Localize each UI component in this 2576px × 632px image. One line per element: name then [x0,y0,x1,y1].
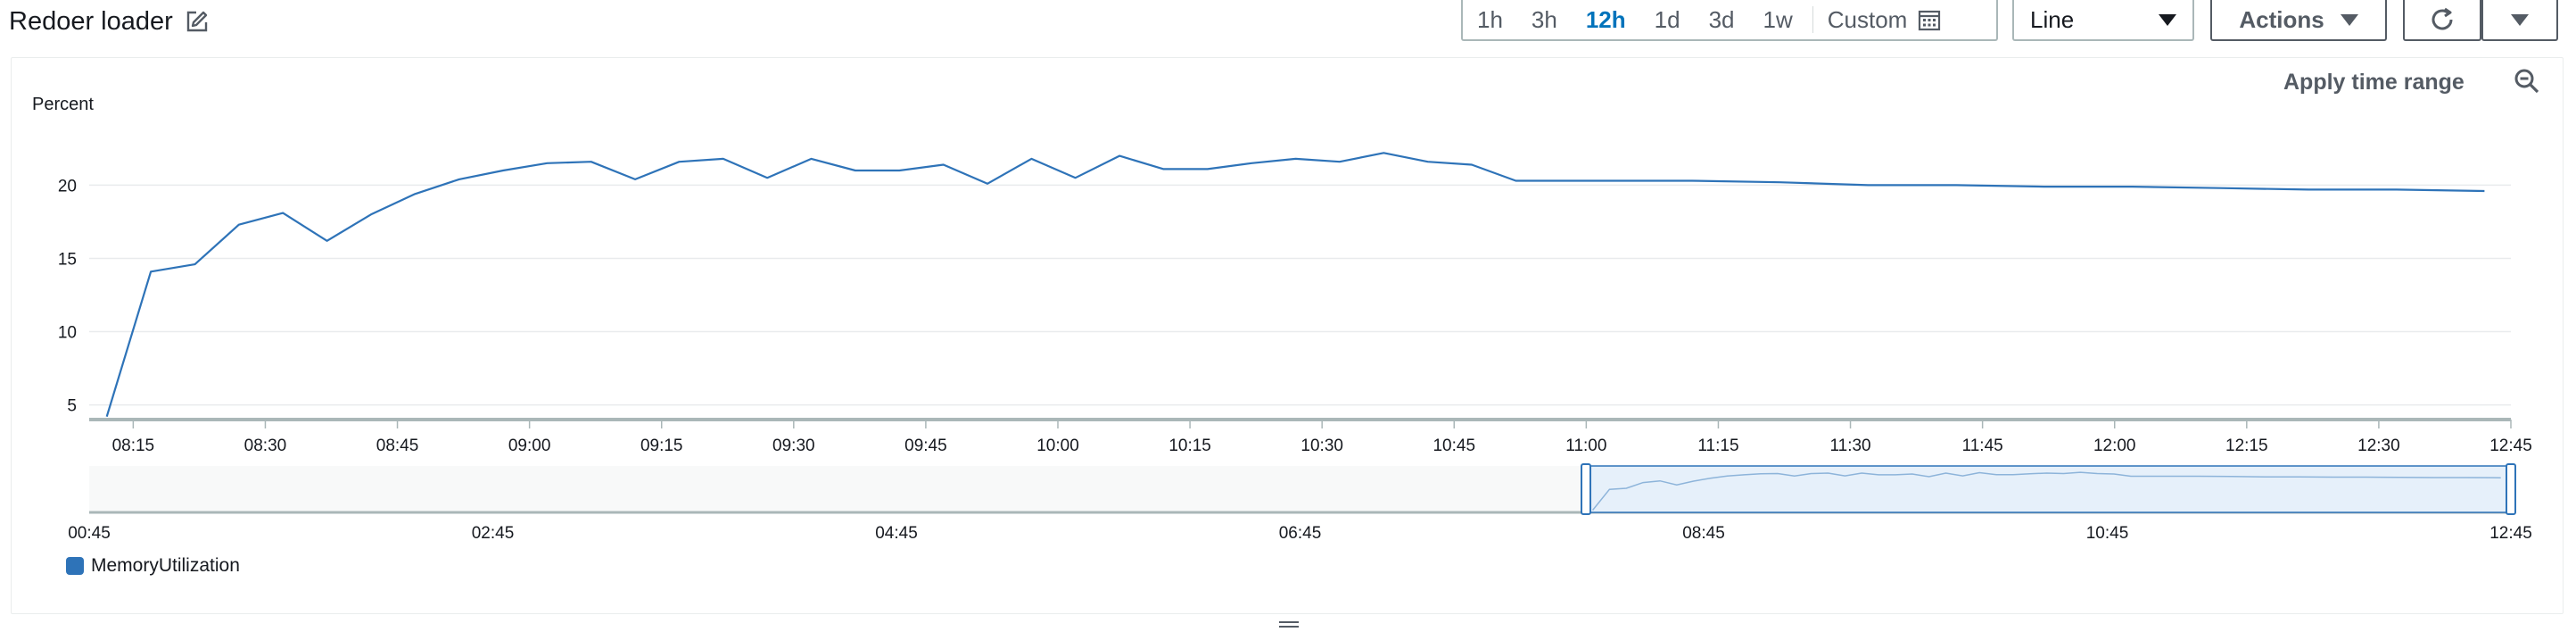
navigator-handle-right [2506,463,2516,515]
resize-handle[interactable] [1279,621,1299,630]
range-12h[interactable]: 12h [1585,5,1626,33]
navigator-series-line [1592,471,2501,511]
chart-panel [11,57,2564,614]
range-1d[interactable]: 1d [1654,5,1680,33]
x-tick-label: 11:15 [1697,437,1738,455]
navigator-tick-label: 02:45 [472,524,515,543]
x-tick-label: 10:45 [1432,437,1475,455]
chart-legend: MemoryUtilization [66,555,240,577]
refresh-icon [2432,7,2453,30]
navigator-tick-label: 08:45 [1682,524,1725,543]
x-tick-label: 08:15 [112,437,155,455]
y-tick-label: 15 [58,250,77,269]
actions-button[interactable]: Actions [2210,0,2387,41]
caret-down-icon [2159,13,2176,26]
x-tick-label: 12:00 [2093,437,2136,455]
navigator-tick-label: 06:45 [1279,524,1322,543]
chart-type-value: Line [2030,5,2075,33]
x-tick-label: 12:45 [2489,437,2532,455]
edit-icon[interactable] [186,10,209,33]
refresh-options-button[interactable] [2481,0,2558,41]
x-tick-label: 11:30 [1829,437,1870,455]
navigator-tick-label: 00:45 [68,524,111,543]
caret-down-icon [2340,13,2358,26]
x-tick-label: 10:00 [1036,437,1079,455]
y-axis-label: Percent [32,95,94,114]
x-tick-label: 10:15 [1168,437,1211,455]
time-navigator[interactable] [89,463,2516,515]
range-divider [1812,6,1813,33]
y-tick-label: 5 [67,397,77,416]
widget-header: Redoer loader [9,4,209,39]
y-tick-label: 10 [58,324,77,343]
time-range-selector: 1h 3h 12h 1d 3d 1w Custom [1461,0,1998,41]
y-axis-ticks: 5 10 15 20 [58,177,77,415]
x-tick-label: 08:30 [244,437,287,455]
series-layer [105,152,2485,418]
navigator-axis-ticks: 00:45 02:45 04:45 06:45 08:45 10:45 12:45 [68,524,2532,543]
range-custom-label: Custom [1827,5,1908,33]
range-1w[interactable]: 1w [1763,5,1793,33]
navigator-handle-left [1581,463,1592,515]
grid-lines [89,184,2511,421]
widget-title: Redoer loader [9,6,173,36]
x-tick-label: 09:00 [508,437,551,455]
x-tick-label: 10:30 [1300,437,1343,455]
y-tick-label: 20 [58,177,77,195]
x-tick-label: 09:15 [640,437,683,455]
navigator-tick-label: 04:45 [875,524,918,543]
apply-time-range-button[interactable]: Apply time range [2283,70,2465,95]
range-3h[interactable]: 3h [1531,5,1557,33]
x-tick-label: 09:30 [772,437,815,455]
x-tick-label: 11:00 [1565,437,1606,455]
zoom-out-icon[interactable] [2514,68,2540,95]
x-tick-label: 12:15 [2225,437,2268,455]
navigator-tick-label: 12:45 [2489,524,2532,543]
legend-swatch [66,557,84,575]
x-tick-label: 11:45 [1962,437,2003,455]
range-1h[interactable]: 1h [1477,5,1503,33]
refresh-button[interactable] [2403,0,2481,41]
navigator-tick-label: 10:45 [2086,524,2129,543]
series-line-memoryutilization [105,152,2485,418]
chart-type-select[interactable]: Line [2012,0,2194,41]
x-axis-ticks: 08:15 08:30 08:45 09:00 09:15 09:30 09:45 10:00… [112,420,2532,455]
x-tick-label: 09:45 [904,437,947,455]
x-tick-label: 12:30 [2357,437,2400,455]
caret-down-icon [2511,13,2529,26]
legend-label[interactable]: MemoryUtilization [91,555,240,576]
x-tick-label: 08:45 [376,437,419,455]
actions-label: Actions [2239,5,2324,33]
range-custom-button[interactable]: Custom [1813,0,1956,39]
calendar-icon [1918,8,1941,31]
range-3d[interactable]: 3d [1708,5,1735,33]
